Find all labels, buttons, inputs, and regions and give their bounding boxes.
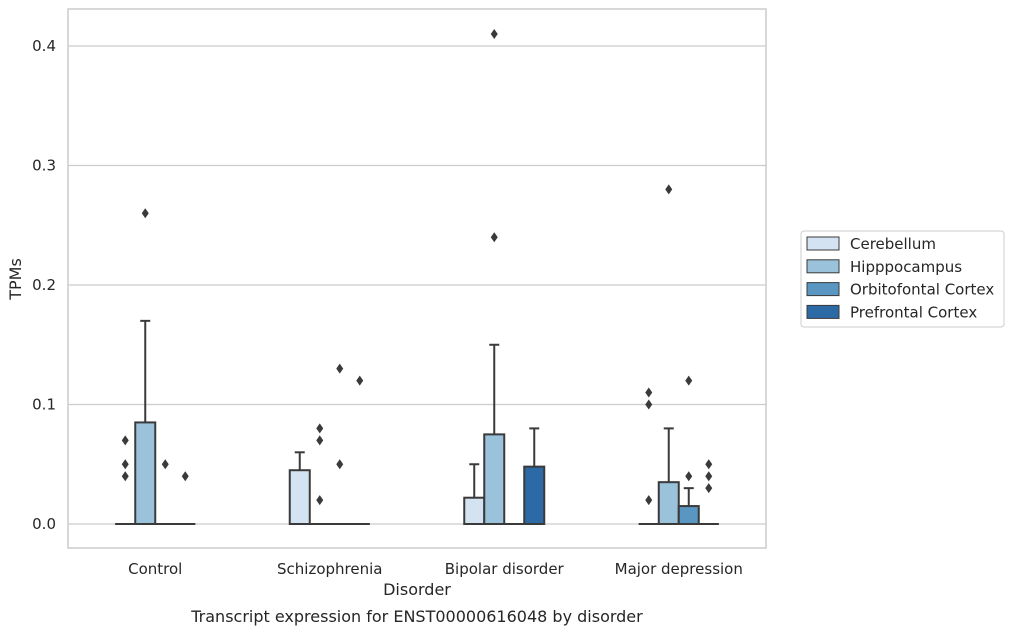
iqr-box	[657, 481, 680, 525]
outlier-point	[490, 29, 498, 40]
iqr-box	[288, 469, 311, 526]
plot-area	[68, 9, 766, 548]
y-tick-label: 0.4	[32, 37, 56, 55]
x-tick-label: Schizophrenia	[277, 560, 382, 578]
outlier-point	[685, 471, 693, 482]
outlier-point	[665, 184, 673, 195]
outlier-point	[705, 483, 713, 494]
legend-label: Orbitofontal Cortex	[850, 281, 994, 299]
iqr-box	[523, 465, 546, 526]
outlier-point	[645, 399, 653, 410]
x-tick-label: Bipolar disorder	[445, 560, 565, 578]
y-axis-title: TPMs	[6, 258, 25, 301]
outlier-point	[336, 363, 344, 374]
iqr-box	[677, 505, 700, 526]
outlier-point	[490, 232, 498, 243]
x-tick-label: Control	[128, 560, 182, 578]
outlier-point	[316, 495, 324, 506]
iqr-box	[463, 496, 486, 525]
y-tick-labels: 0.0 0.1 0.2 0.3 0.4	[32, 37, 56, 533]
x-tick-label: Major depression	[615, 560, 743, 578]
boxes-layer	[115, 29, 719, 526]
box-prefrontal-cortex	[349, 375, 370, 525]
legend-swatch	[806, 259, 840, 274]
legend-label: Prefrontal Cortex	[850, 303, 977, 321]
box-hipppocampus	[134, 208, 157, 525]
outlier-point	[121, 459, 129, 470]
outlier-point	[141, 208, 149, 219]
outlier-point	[645, 495, 653, 506]
box-orbitofontal-cortex	[329, 363, 350, 525]
box-cerebellum	[463, 463, 486, 525]
outlier-point	[316, 423, 324, 434]
box-prefrontal-cortex	[523, 427, 546, 526]
y-tick-label: 0.2	[32, 276, 56, 294]
box-prefrontal-cortex	[698, 459, 719, 525]
chart-caption: Transcript expression for ENST0000061604…	[190, 607, 643, 626]
legend-frame	[800, 230, 1005, 328]
outlier-point	[705, 459, 713, 470]
y-tick-label: 0.3	[32, 157, 56, 175]
legend-label: Cerebellum	[850, 235, 936, 253]
outlier-point	[181, 471, 189, 482]
legend-swatch	[806, 304, 840, 319]
outlier-point	[645, 387, 653, 398]
outlier-point	[316, 435, 324, 446]
x-tick-labels: Control Schizophrenia Bipolar disorder Majo…	[128, 560, 743, 578]
box-cerebellum	[288, 451, 311, 526]
outlier-point	[121, 435, 129, 446]
legend-label: Hipppocampus	[850, 258, 962, 276]
outlier-point	[685, 375, 693, 386]
legend-swatch	[806, 282, 840, 297]
outlier-point	[356, 375, 364, 386]
y-tick-label: 0.0	[32, 515, 56, 533]
box-hipppocampus	[309, 423, 330, 525]
iqr-box	[134, 421, 157, 525]
outlier-point	[161, 459, 169, 470]
box-hipppocampus	[657, 184, 680, 525]
box-cerebellum	[638, 387, 659, 525]
outlier-point	[336, 459, 344, 470]
outlier-point	[121, 471, 129, 482]
box-hipppocampus	[483, 29, 506, 525]
legend: Cerebellum Hipppocampus Orbitofontal Corte…	[800, 230, 1005, 328]
box-cerebellum	[115, 435, 136, 525]
box-orbitofontal-cortex	[677, 375, 700, 526]
box-prefrontal-cortex	[175, 471, 196, 525]
x-axis-title: Disorder	[383, 580, 451, 599]
plot-frame	[67, 8, 767, 549]
iqr-box	[483, 433, 506, 525]
outlier-point	[705, 471, 713, 482]
legend-swatch	[806, 236, 840, 251]
box-orbitofontal-cortex	[155, 459, 176, 525]
y-tick-label: 0.1	[32, 396, 56, 414]
